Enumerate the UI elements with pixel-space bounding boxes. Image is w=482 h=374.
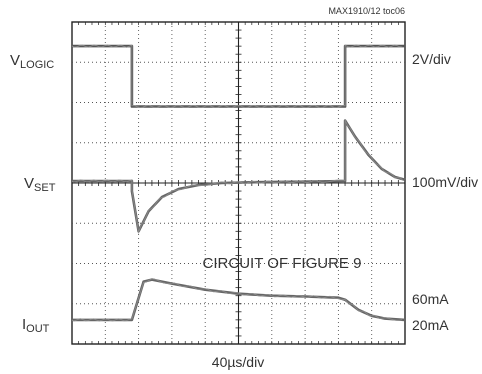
iout-label: IOUT [22,316,50,335]
traces [71,44,406,322]
vset-scale: 100mV/div [412,174,478,190]
trace-noise-logic [71,44,403,109]
trace-noise-set [71,119,403,235]
trace-noise-out [71,278,403,322]
grid [71,21,406,345]
vlogic-scale: 2V/div [412,51,451,67]
figure-id-label: MAX1910/12 toc06 [328,6,405,16]
vset-label: VSET [24,175,56,194]
iout-scale: 60mA [412,291,449,307]
vlogic-label: VLOGIC [10,52,54,71]
time-scale-label: 40µs/div [212,354,264,370]
iout-scale-2: 20mA [412,317,449,333]
circuit-annotation: CIRCUIT OF FIGURE 9 [203,255,362,272]
